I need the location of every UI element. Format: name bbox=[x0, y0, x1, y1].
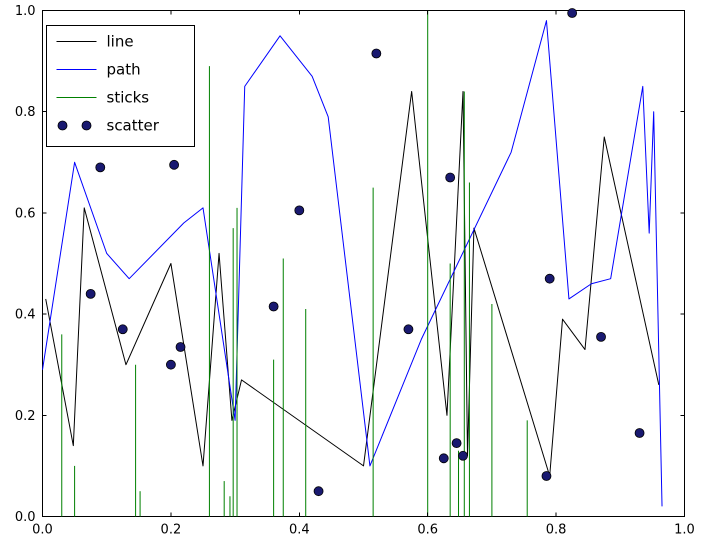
y-tick-label: 0.4 bbox=[15, 308, 36, 323]
y-tick-label: 0.0 bbox=[15, 510, 36, 525]
line-series bbox=[45, 90, 660, 477]
y-tick-label: 0.6 bbox=[15, 206, 36, 221]
x-tick-label: 0.8 bbox=[546, 523, 567, 538]
legend-marker-scatter bbox=[57, 120, 68, 131]
legend: line path sticks scatter bbox=[46, 25, 195, 147]
sticks-series bbox=[61, 10, 528, 517]
axis-ticks: 0.0 0.2 0.4 0.6 0.8 1.0 0.0 0.2 0.4 0.6 0.8 1.0 bbox=[15, 4, 695, 538]
y-tick-label: 1.0 bbox=[15, 4, 36, 19]
x-tick-label: 0.2 bbox=[161, 523, 182, 538]
x-tick-label: 0.0 bbox=[32, 523, 53, 538]
legend-marker-scatter bbox=[81, 120, 92, 131]
legend-label-scatter: scatter bbox=[107, 117, 160, 135]
x-tick-label: 0.6 bbox=[417, 523, 438, 538]
path-series bbox=[42, 20, 663, 507]
y-tick-label: 0.2 bbox=[15, 409, 36, 424]
legend-label-sticks: sticks bbox=[107, 89, 150, 107]
legend-label-path: path bbox=[107, 61, 141, 79]
x-tick-label: 0.4 bbox=[289, 523, 310, 538]
x-tick-label: 1.0 bbox=[674, 523, 695, 538]
legend-box bbox=[46, 25, 195, 147]
scatter-series bbox=[85, 8, 645, 497]
legend-label-line: line bbox=[107, 33, 134, 51]
y-tick-label: 0.8 bbox=[15, 105, 36, 120]
